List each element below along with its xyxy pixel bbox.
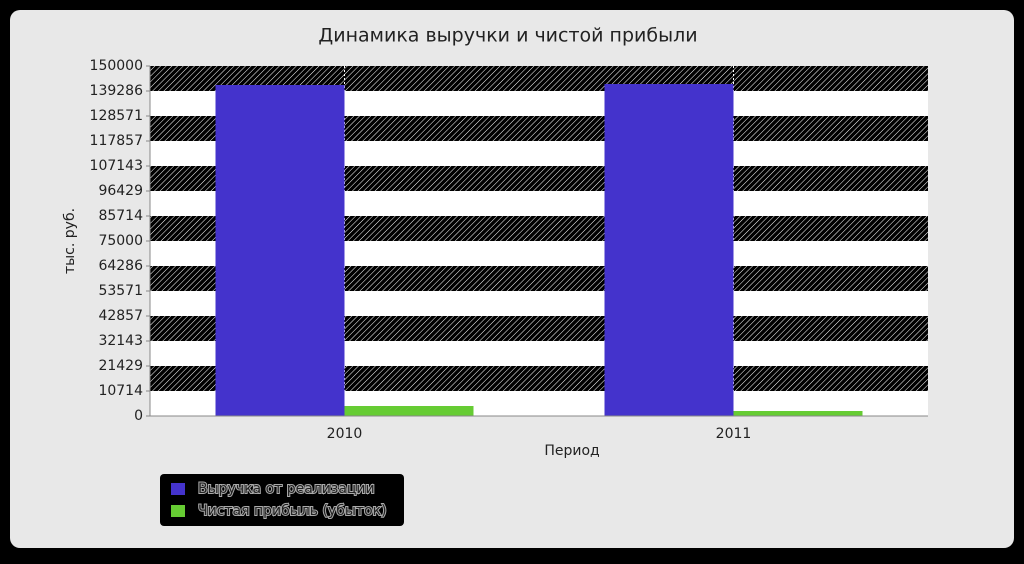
- bar: [604, 83, 734, 417]
- bar: [344, 405, 474, 416]
- legend-swatch: [171, 505, 185, 517]
- y-tick-label: 75000: [98, 233, 143, 249]
- y-tick-label: 117857: [90, 133, 143, 149]
- x-tick-label: 2011: [716, 426, 752, 442]
- y-tick-label: 128571: [90, 108, 143, 124]
- bar: [733, 410, 863, 416]
- legend-label: Выручка от реализации: [198, 481, 375, 497]
- y-tick-label: 85714: [98, 208, 143, 224]
- legend-swatch: [171, 483, 185, 495]
- legend-label: Чистая прибыль (убыток): [198, 503, 387, 519]
- legend: [160, 474, 404, 526]
- y-tick-label: 107143: [90, 158, 143, 174]
- y-tick-label: 96429: [98, 183, 143, 199]
- y-tick-label: 21429: [98, 358, 143, 374]
- y-tick-label: 64286: [98, 258, 143, 274]
- bar: [215, 85, 345, 416]
- y-axis-label: тыс. руб.: [62, 208, 78, 274]
- y-tick-label: 150000: [90, 58, 143, 74]
- x-axis-label: Период: [544, 443, 599, 459]
- y-tick-label: 42857: [98, 308, 143, 324]
- y-tick-label: 0: [134, 408, 143, 424]
- y-tick-label: 32143: [98, 333, 143, 349]
- y-tick-label: 10714: [98, 383, 143, 399]
- y-tick-label: 53571: [98, 283, 143, 299]
- y-tick-label: 139286: [90, 83, 144, 99]
- chart-title: Динамика выручки и чистой прибыли: [318, 25, 697, 47]
- x-tick-label: 2010: [327, 426, 363, 442]
